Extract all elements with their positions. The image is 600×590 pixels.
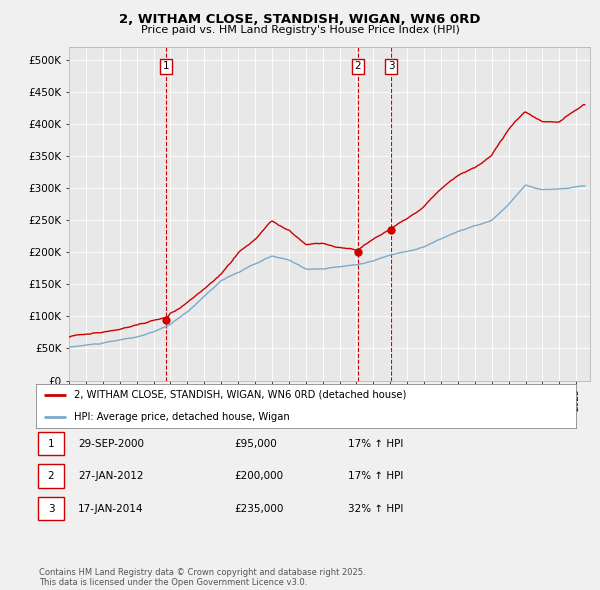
Text: Price paid vs. HM Land Registry's House Price Index (HPI): Price paid vs. HM Land Registry's House … (140, 25, 460, 35)
Text: 2, WITHAM CLOSE, STANDISH, WIGAN, WN6 0RD: 2, WITHAM CLOSE, STANDISH, WIGAN, WN6 0R… (119, 13, 481, 26)
Text: 17-JAN-2014: 17-JAN-2014 (78, 504, 143, 513)
Text: 2, WITHAM CLOSE, STANDISH, WIGAN, WN6 0RD (detached house): 2, WITHAM CLOSE, STANDISH, WIGAN, WN6 0R… (74, 389, 406, 399)
Text: 29-SEP-2000: 29-SEP-2000 (78, 439, 144, 448)
Text: £235,000: £235,000 (234, 504, 283, 513)
Text: 17% ↑ HPI: 17% ↑ HPI (348, 471, 403, 481)
Text: 2: 2 (355, 61, 361, 71)
Text: 1: 1 (47, 439, 55, 448)
Text: 32% ↑ HPI: 32% ↑ HPI (348, 504, 403, 513)
Text: 3: 3 (47, 504, 55, 513)
Text: HPI: Average price, detached house, Wigan: HPI: Average price, detached house, Wiga… (74, 412, 290, 422)
Text: £200,000: £200,000 (234, 471, 283, 481)
Text: 3: 3 (388, 61, 394, 71)
Text: £95,000: £95,000 (234, 439, 277, 448)
Text: 1: 1 (163, 61, 170, 71)
Text: 27-JAN-2012: 27-JAN-2012 (78, 471, 143, 481)
Text: 2: 2 (47, 471, 55, 481)
Text: Contains HM Land Registry data © Crown copyright and database right 2025.
This d: Contains HM Land Registry data © Crown c… (39, 568, 365, 587)
Text: 17% ↑ HPI: 17% ↑ HPI (348, 439, 403, 448)
